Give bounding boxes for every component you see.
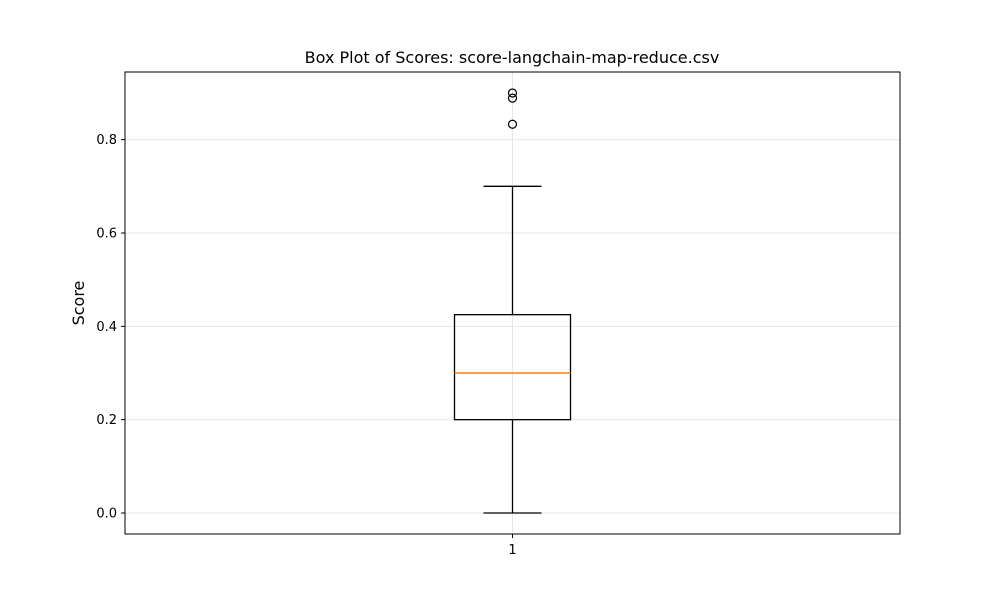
x-tick-label: 1: [508, 543, 516, 558]
interquartile-box: [453, 314, 572, 421]
y-tick-label: 0.6: [96, 227, 117, 242]
y-tick-label: 0.8: [96, 133, 117, 148]
y-tick-label: 0.2: [96, 413, 117, 428]
x-axis-ticks: 1: [508, 534, 517, 558]
outlier-point: [507, 119, 518, 129]
chart-title: Box Plot of Scores: score-langchain-map-…: [305, 48, 720, 67]
y-tick-label: 0.4: [96, 320, 117, 335]
outlier-point: [507, 93, 518, 103]
box-series: [453, 88, 572, 514]
outlier-point: [507, 88, 518, 98]
y-tick-label: 0.0: [96, 507, 117, 522]
y-axis-ticks: 0.0 0.2 0.4 0.6 0.8: [96, 133, 125, 522]
y-axis-label: Score: [69, 281, 88, 326]
